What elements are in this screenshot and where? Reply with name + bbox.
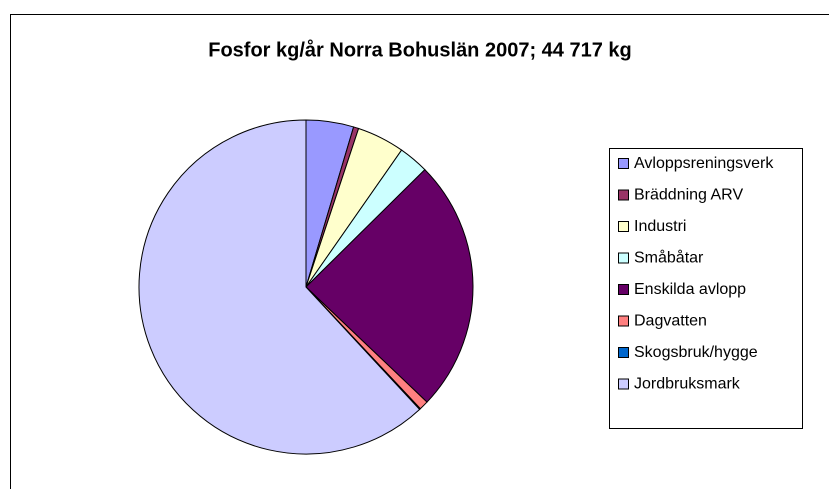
legend-swatch [618, 221, 629, 232]
legend-label: Enskilda avlopp [634, 281, 746, 298]
legend-label: Dagvatten [634, 313, 707, 330]
legend-swatch [618, 315, 629, 327]
legend-label: Bräddning ARV [634, 187, 743, 204]
legend-label: Skogsbruk/hygge [634, 344, 758, 361]
pie-slice [138, 119, 421, 455]
legend-label: Småbåtar [634, 249, 704, 267]
legend-swatch [618, 284, 629, 295]
pie-slice [305, 168, 474, 403]
legend-swatch [618, 158, 629, 169]
legend-swatch [618, 189, 629, 201]
chart-title: Fosfor kg/år Norra Bohuslän 2007; 44 717… [208, 38, 632, 61]
legend-swatch [618, 252, 629, 264]
legend-swatch [618, 347, 629, 358]
legend-label: Avloppsreningsverk [634, 155, 774, 172]
legend-box [609, 148, 803, 429]
legend-label: Jordbruksmark [634, 376, 741, 393]
legend-label: Industri [634, 218, 686, 235]
legend-swatch [618, 378, 629, 390]
